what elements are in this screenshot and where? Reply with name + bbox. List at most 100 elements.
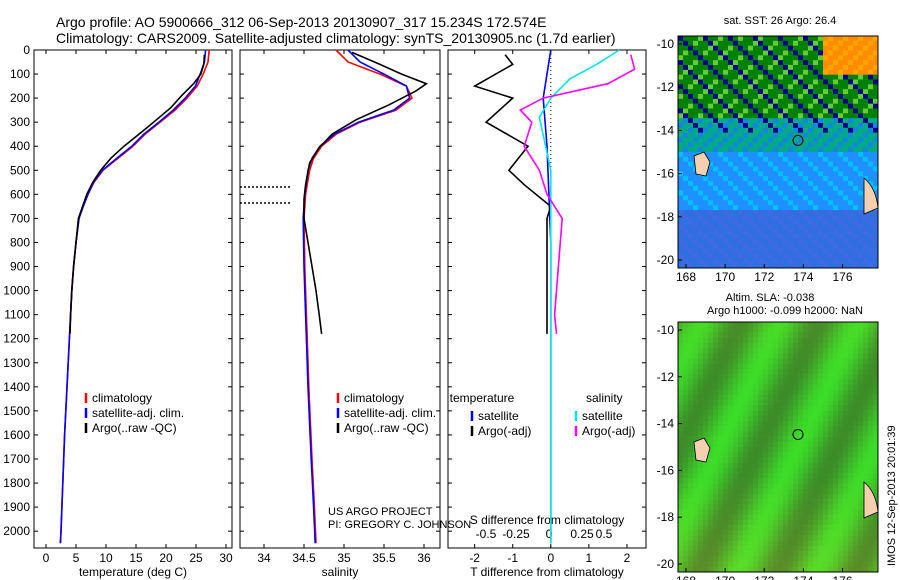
profile-title: Argo profile: AO 5900666_312 06-Sep-2013… <box>56 14 547 30</box>
x-tick-label: 1 <box>586 551 593 565</box>
y-tick-label: 0 <box>23 43 30 57</box>
x-tick-label: 30 <box>219 551 233 565</box>
y-tick-label: 500 <box>10 163 30 177</box>
map-x-tick-label: 170 <box>715 574 735 580</box>
map-y-tick-label: -10 <box>657 37 675 51</box>
series-line <box>518 54 636 334</box>
x-tick-label: 25 <box>189 551 203 565</box>
legend-label: Argo(-adj) <box>478 424 531 438</box>
x-tick-label: 34.5 <box>292 551 316 565</box>
x-tick-label-salinity: 0.5 <box>596 527 613 541</box>
y-tick-label: 700 <box>10 211 30 225</box>
x-tick-label-salinity: -0.25 <box>502 527 530 541</box>
map-y-tick-label: -14 <box>657 123 675 137</box>
x-tick-label: 35.5 <box>372 551 396 565</box>
map-y-tick-label: -16 <box>657 463 675 477</box>
y-tick-label: 1200 <box>3 332 30 346</box>
map-y-tick-label: -14 <box>657 417 675 431</box>
y-tick-label: 200 <box>10 91 30 105</box>
map-y-tick-label: -12 <box>657 80 675 94</box>
x-tick-label: 20 <box>159 551 173 565</box>
map-y-tick-label: -18 <box>657 210 675 224</box>
x-tick-label-salinity: -0.5 <box>476 527 497 541</box>
series-line <box>472 54 552 334</box>
x-tick-label: 0 <box>43 551 50 565</box>
x-axis-label: T difference from climatology <box>470 565 624 579</box>
legend-label: satellite-adj. clim. <box>92 406 184 420</box>
legend-label: Argo(..raw -QC) <box>92 421 177 435</box>
x-axis-label-salinity: S difference from climatology <box>470 513 625 527</box>
coast-shape <box>863 481 879 519</box>
sla-map-title: Altim. SLA: -0.038 <box>725 292 815 304</box>
legend-header: temperature <box>450 391 515 405</box>
y-tick-label: 1800 <box>3 476 30 490</box>
series-line <box>303 51 429 334</box>
y-tick-label: 900 <box>10 260 30 274</box>
legend-label: satellite <box>478 409 519 423</box>
y-tick-label: 300 <box>10 115 30 129</box>
y-tick-label: 1000 <box>3 284 30 298</box>
series-line <box>59 49 210 544</box>
legend-label: satellite-adj. clim. <box>344 406 436 420</box>
series-line <box>303 49 413 544</box>
map-x-tick-label: 174 <box>793 270 813 284</box>
argo-position-marker <box>792 134 804 146</box>
map-y-tick-label: -10 <box>657 323 675 337</box>
sla-map-subtitle: Argo h1000: -0.099 h2000: NaN <box>707 305 863 317</box>
x-tick-label-salinity: 0.25 <box>570 527 594 541</box>
x-tick-label: 10 <box>99 551 113 565</box>
legend-header: salinity <box>586 391 623 405</box>
map-y-tick-label: -18 <box>657 510 675 524</box>
island-shape <box>693 151 711 177</box>
argo-position-marker <box>792 429 804 440</box>
plot-frame <box>33 49 233 549</box>
sst-map-title: sat. SST: 26 Argo: 26.4 <box>723 15 837 27</box>
y-tick-label: 1600 <box>3 428 30 442</box>
map-x-tick-label: 168 <box>676 574 696 580</box>
map-x-tick-label: 174 <box>793 574 813 580</box>
legend-label: Argo(-adj) <box>582 424 635 438</box>
map-frame <box>677 35 879 269</box>
map-x-tick-label: 172 <box>754 270 774 284</box>
y-tick-label: 600 <box>10 187 30 201</box>
y-tick-label: 1400 <box>3 380 30 394</box>
sst-map <box>678 36 879 269</box>
x-tick-label: -1 <box>507 551 518 565</box>
series-line <box>302 49 411 544</box>
x-tick-label: 36 <box>417 551 431 565</box>
y-tick-label: 100 <box>10 67 30 81</box>
map-y-tick-label: -16 <box>657 167 675 181</box>
map-y-tick-label: -20 <box>657 253 675 267</box>
plot-frame <box>447 49 647 549</box>
y-tick-label: 2000 <box>3 524 30 538</box>
island-shape <box>693 437 711 463</box>
x-tick-label: 15 <box>129 551 143 565</box>
x-tick-label: 35 <box>337 551 351 565</box>
climatology-title: Climatology: CARS2009. Satellite-adjuste… <box>56 30 616 46</box>
series-line <box>69 54 206 334</box>
credit-pi: PI: GREGORY C. JOHNSON <box>328 519 472 531</box>
x-axis-label: temperature (deg C) <box>79 565 187 579</box>
credit-project: US ARGO PROJECT <box>328 506 433 518</box>
map-x-tick-label: 176 <box>833 270 853 284</box>
map-x-tick-label: 168 <box>676 270 696 284</box>
coast-shape <box>863 177 879 215</box>
legend-label: climatology <box>344 391 404 405</box>
map-x-tick-label: 176 <box>833 574 853 580</box>
legend-label: Argo(..raw -QC) <box>344 421 429 435</box>
series-line <box>538 49 620 544</box>
x-tick-label-salinity: 0 <box>546 527 553 541</box>
timestamp-stamp: IMOS 12-Sep-2013 20:01:39 <box>886 425 898 566</box>
y-tick-label: 400 <box>10 139 30 153</box>
x-tick-label: 0 <box>547 551 554 565</box>
map-x-tick-label: 172 <box>754 574 774 580</box>
y-tick-label: 1700 <box>3 452 30 466</box>
x-tick-label: 2 <box>624 551 631 565</box>
map-frame <box>677 321 879 573</box>
map-x-tick-label: 170 <box>715 270 735 284</box>
x-axis-label: salinity <box>322 565 359 579</box>
plot-frame <box>239 49 441 549</box>
y-tick-label: 1900 <box>3 500 30 514</box>
y-tick-label: 1300 <box>3 356 30 370</box>
